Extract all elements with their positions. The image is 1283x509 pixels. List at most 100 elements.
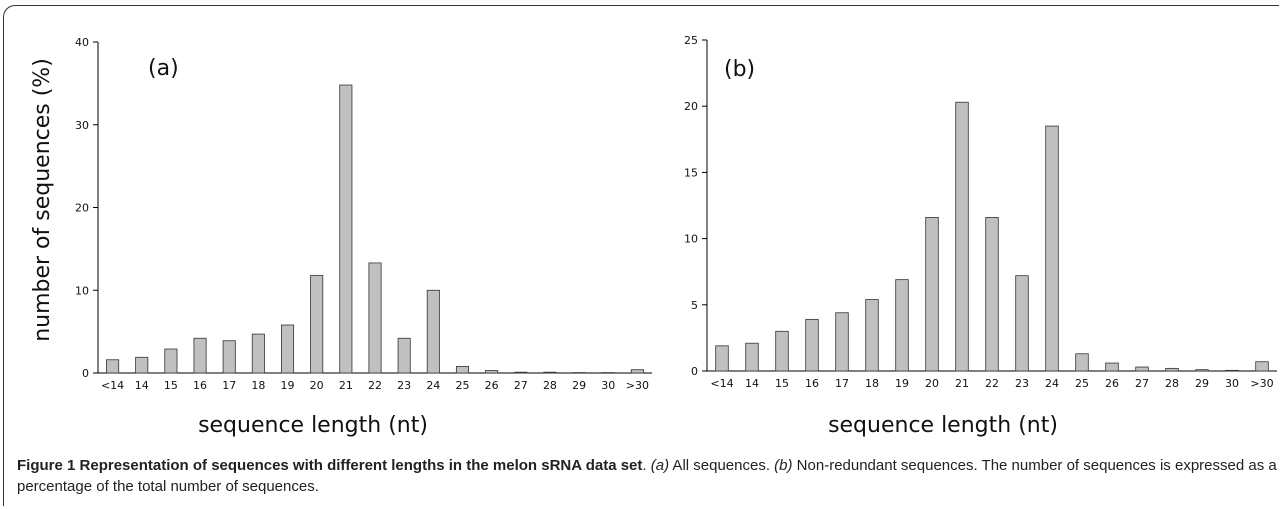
panel-b-bar (835, 312, 849, 372)
panel-b-x-tick-label: 27 (1135, 377, 1149, 390)
panel-a-bar (281, 324, 295, 374)
panel-b-bar (1045, 125, 1059, 372)
panel-b-bar (1015, 275, 1029, 372)
panel-a-x-tick-label: 23 (397, 379, 411, 392)
panel-b-bar (1255, 361, 1269, 372)
caption-title: Representation of sequences with differe… (79, 457, 643, 474)
panel-b-x-tick-label: 15 (775, 377, 789, 390)
panel-b-x-tick-label: <14 (710, 377, 733, 390)
panel-b-bar (1165, 367, 1179, 372)
caption-a-label: (a) (650, 457, 670, 474)
panel-a-x-tick-label: 24 (426, 379, 440, 392)
panel-a-x-tick-label: >30 (626, 379, 649, 392)
panel-a-x-axis-title: sequence length (nt) (198, 413, 428, 438)
panel-a-x-tick-label: 22 (368, 379, 382, 392)
panel-b-bar (925, 217, 939, 372)
panel-a-bar (455, 365, 469, 374)
caption-period: . (642, 457, 651, 474)
panel-a-bar (368, 262, 382, 374)
figure-frame (3, 5, 1279, 506)
panel-b-bar (805, 318, 819, 372)
panel-a-x-tick-label: 14 (135, 379, 149, 392)
panel-a-x-tick-label: 27 (514, 379, 528, 392)
panel-a-x-tick-label: 16 (193, 379, 207, 392)
caption-b-text: Non-redundant sequences. The number of s… (17, 457, 1277, 495)
caption-figure-label: Figure 1 (17, 457, 76, 474)
panel-b-x-tick-label: 26 (1105, 377, 1119, 390)
panel-a-x-tick-label: <14 (101, 379, 124, 392)
panel-a-bar (572, 372, 586, 374)
panel-b-x-tick-label: 20 (925, 377, 939, 390)
panel-b-x-tick-label: 19 (895, 377, 909, 390)
panel-a-y-axis-title: number of sequences (%) (30, 58, 55, 342)
panel-b-x-tick-label: 16 (805, 377, 819, 390)
panel-a-bar (193, 337, 207, 374)
panel-a-y-tick-label: 20 (75, 202, 89, 215)
panel-b-x-tick-label: 14 (745, 377, 759, 390)
panel-b-x-tick-label: 18 (865, 377, 879, 390)
panel-a-x-tick-label: 26 (485, 379, 499, 392)
panel-b-bar (1075, 353, 1089, 372)
panel-b-bar (1225, 369, 1239, 372)
panel-a-bar (310, 274, 324, 374)
panel-b-x-tick-label: 29 (1195, 377, 1209, 390)
panel-b-bar (985, 217, 999, 372)
panel-a-bar (135, 356, 149, 374)
panel-a-x-tick-label: 15 (164, 379, 178, 392)
panel-a-bar (222, 340, 236, 374)
panel-b-label: (b) (724, 57, 755, 82)
panel-a-y-tick-label: 10 (75, 284, 89, 297)
panel-b-bar (1135, 366, 1149, 372)
panel-a-bar (543, 371, 557, 374)
panel-b-x-tick-label: 23 (1015, 377, 1029, 390)
panel-b-bar (1195, 369, 1209, 372)
panel-a-bar (426, 289, 440, 374)
panel-a-bar (397, 337, 411, 374)
figure-charts: 0 10 20 30 40 <14 14 15 16 17 18 19 20 21 22 23 24 25 26 27… (30, 34, 1277, 438)
panel-a-x-tick-label: 29 (572, 379, 586, 392)
panel-a-x-tick-label: 17 (222, 379, 236, 392)
panel-a-bar (601, 372, 615, 374)
panel-b-x-tick-label: 24 (1045, 377, 1059, 390)
panel-a-label: (a) (148, 56, 179, 81)
panel-a-bar (164, 348, 178, 374)
panel-b-x-tick-label: 22 (985, 377, 999, 390)
panel-b-bar (1105, 362, 1119, 372)
panel-a-x-tick-label: 28 (543, 379, 557, 392)
panel-b-x-axis-title: sequence length (nt) (828, 413, 1058, 438)
panel-b-x-tick-label: 17 (835, 377, 849, 390)
panel-b-x-tick-label: 21 (955, 377, 969, 390)
panel-a-x-tick-label: 19 (281, 379, 295, 392)
panel-b-bar (715, 345, 729, 372)
panel-b-y-tick-label: 20 (684, 100, 698, 113)
panel-a-bar (251, 333, 265, 374)
panel-b-x-tick-label: 25 (1075, 377, 1089, 390)
panel-b-y-tick-label: 15 (684, 166, 698, 179)
panel-b-bar (865, 299, 879, 372)
panel-a-x-tick-label: 18 (251, 379, 265, 392)
panel-a-bar (485, 370, 499, 374)
panel-b-y-tick-label: 0 (691, 365, 698, 378)
panel-b-bar (775, 330, 789, 372)
panel-a-bar (106, 359, 120, 374)
figure-caption: Figure 1 Representation of sequences wit… (17, 455, 1277, 497)
panel-a-y-tick-label: 0 (82, 367, 89, 380)
panel-b-bar (955, 101, 969, 372)
panel-b-y-tick-label: 5 (691, 299, 698, 312)
panel-b-x-tick-label: 28 (1165, 377, 1179, 390)
panel-a-y-tick-label: 30 (75, 119, 89, 132)
panel-a-bar (514, 371, 528, 374)
panel-a-bar (630, 369, 644, 374)
caption-a-text: All sequences. (669, 457, 775, 474)
panel-a-x-tick-label: 30 (601, 379, 615, 392)
panel-a-bar (339, 84, 353, 374)
panel-b-bar (895, 279, 909, 372)
panel-b-y-tick-label: 10 (684, 233, 698, 246)
panel-b-x-tick-label: >30 (1250, 377, 1273, 390)
panel-b-x-tick-label: 30 (1225, 377, 1239, 390)
panel-b-bar (745, 342, 759, 372)
panel-a-x-tick-label: 21 (339, 379, 353, 392)
panel-a-x-tick-label: 25 (455, 379, 469, 392)
caption-b-label: (b) (774, 457, 793, 474)
panel-b-y-tick-label: 25 (684, 34, 698, 47)
